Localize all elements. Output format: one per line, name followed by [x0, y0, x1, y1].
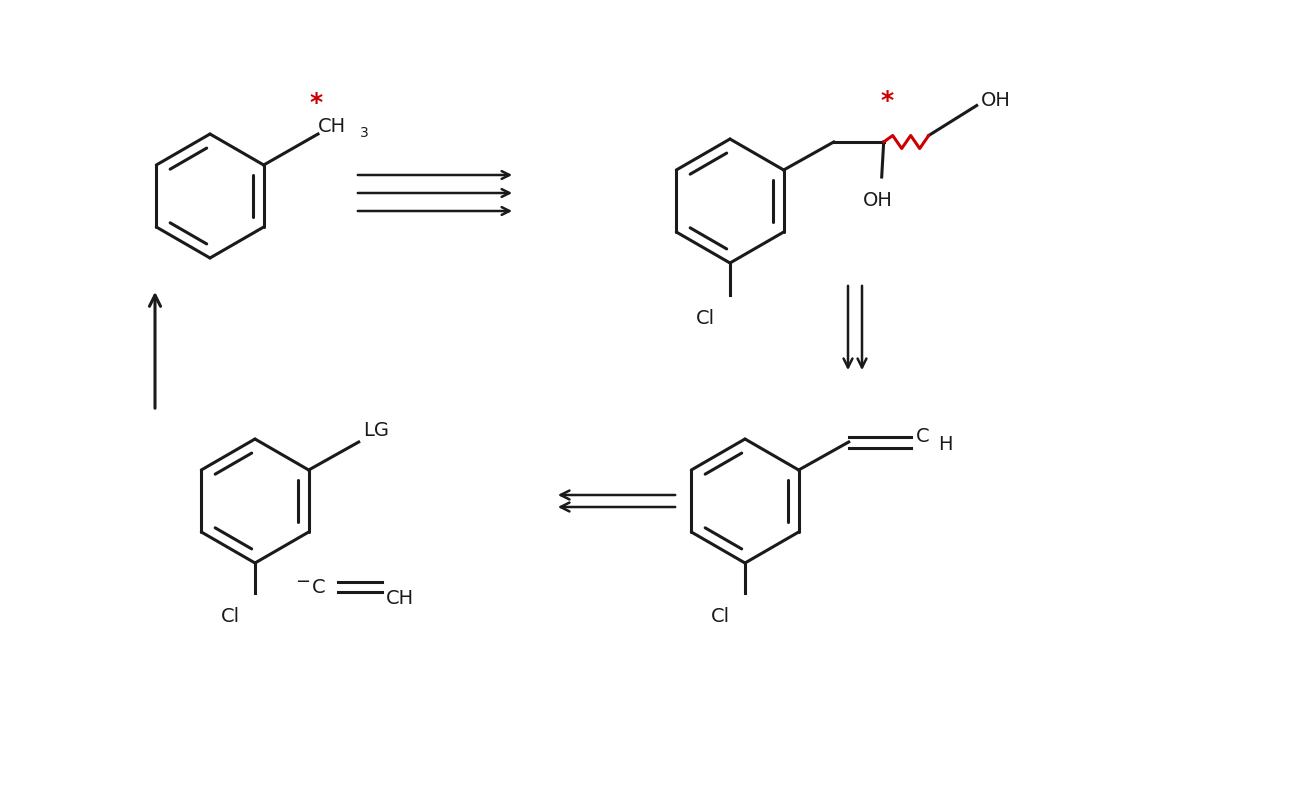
Text: Cl: Cl — [710, 607, 729, 626]
Text: C: C — [915, 427, 929, 446]
Text: C: C — [312, 577, 326, 597]
Text: H: H — [937, 435, 953, 454]
Text: LG: LG — [362, 421, 388, 440]
Text: Cl: Cl — [696, 308, 715, 327]
Text: *: * — [309, 91, 323, 115]
Text: OH: OH — [863, 191, 893, 209]
Text: CH: CH — [386, 589, 414, 607]
Text: 3: 3 — [360, 126, 369, 139]
Text: *: * — [880, 89, 893, 113]
Text: Cl: Cl — [221, 607, 240, 626]
Text: OH: OH — [981, 91, 1011, 109]
Text: CH: CH — [318, 118, 347, 136]
Text: −: − — [295, 573, 310, 590]
